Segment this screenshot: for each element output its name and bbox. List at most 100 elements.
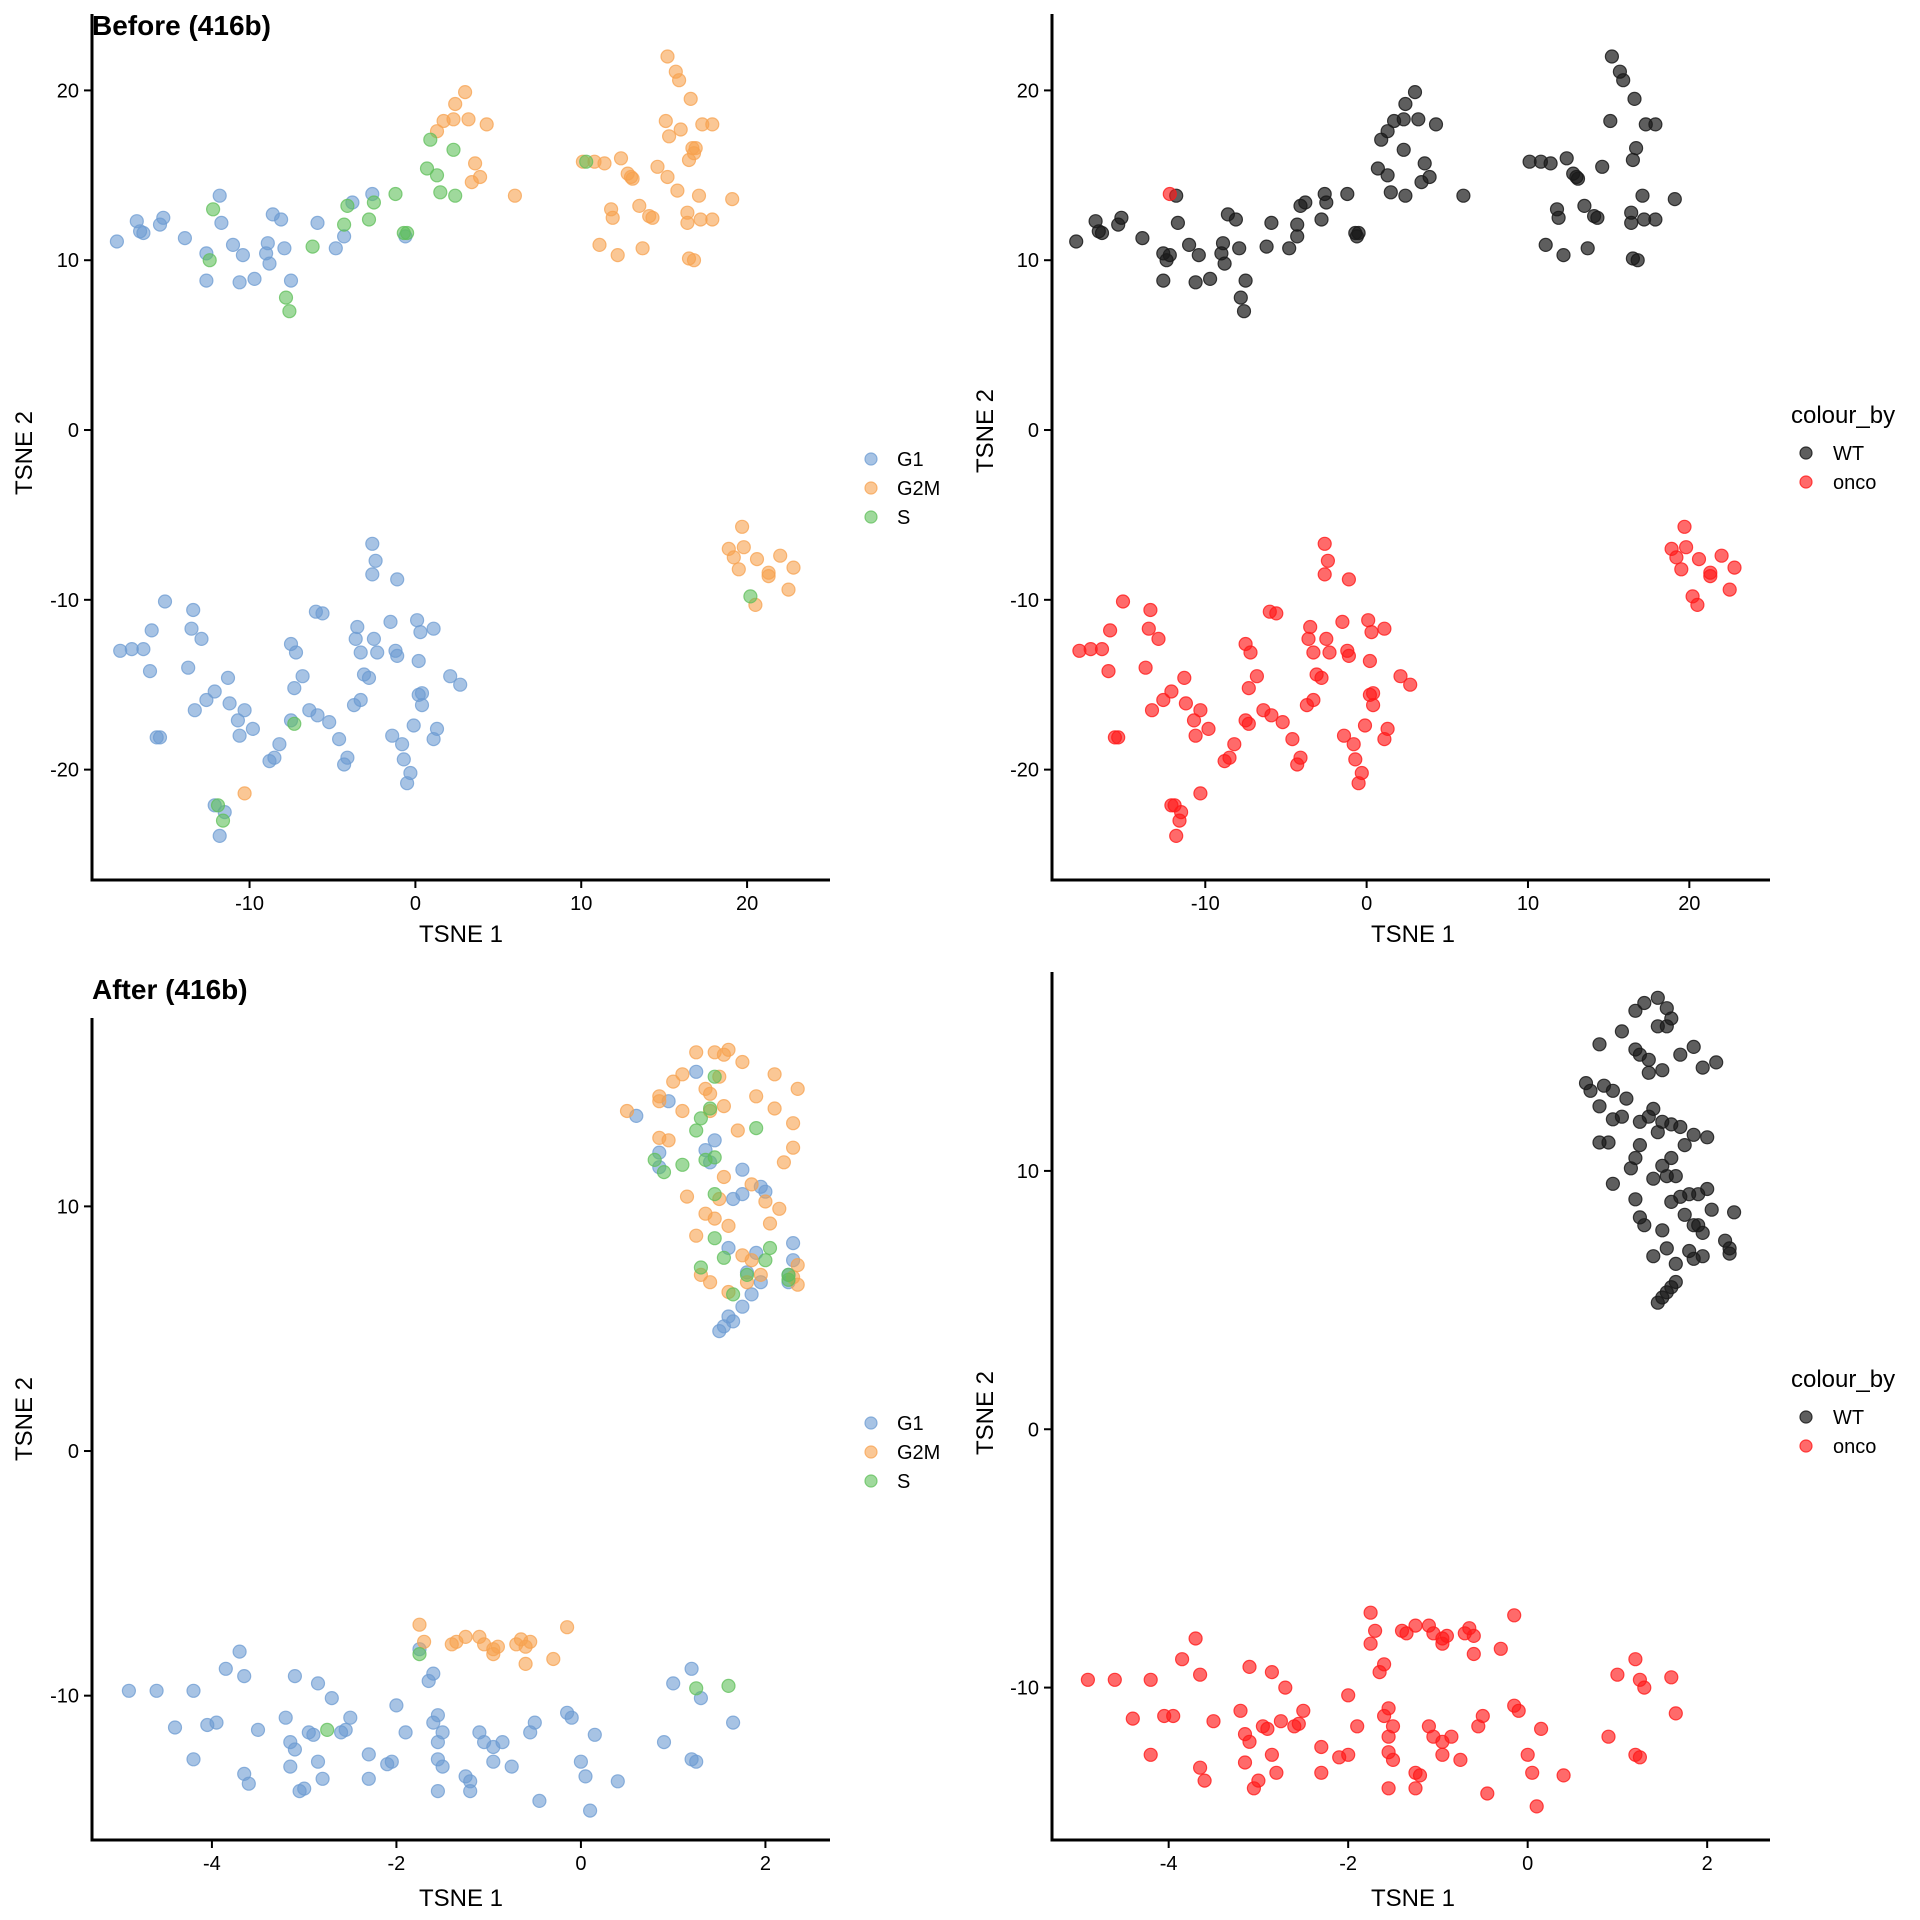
data-point-g1 bbox=[283, 273, 299, 288]
data-point-onco bbox=[1162, 186, 1177, 202]
data-point-onco bbox=[1320, 553, 1336, 568]
data-point-onco bbox=[1714, 548, 1729, 563]
data-point-onco bbox=[1435, 1747, 1450, 1762]
data-point-onco bbox=[1111, 730, 1126, 745]
data-point-g2m bbox=[776, 1155, 792, 1170]
data-point-g2m bbox=[468, 156, 483, 171]
data-point-onco bbox=[1376, 1657, 1392, 1672]
data-point-onco bbox=[1193, 703, 1208, 718]
data-point-wt bbox=[1456, 188, 1471, 203]
data-point-g1 bbox=[194, 631, 209, 647]
data-point-g1 bbox=[209, 1715, 224, 1730]
data-point-g2m bbox=[675, 1103, 690, 1119]
axes: -10 0 10 20 20 10 0 -10 -20 bbox=[50, 14, 830, 915]
data-point-g1 bbox=[295, 669, 310, 684]
data-point-onco bbox=[1727, 560, 1742, 575]
data-point-g1 bbox=[237, 1668, 252, 1684]
data-point-s bbox=[215, 813, 231, 828]
data-point-onco bbox=[1285, 731, 1300, 747]
data-point-g2m bbox=[675, 1067, 690, 1082]
data-point-g2m bbox=[417, 1634, 432, 1649]
data-point-g1 bbox=[156, 210, 171, 225]
data-point-onco bbox=[1269, 606, 1284, 621]
data-point-g2m bbox=[702, 1275, 718, 1290]
data-point-wt bbox=[1114, 210, 1129, 225]
data-point-wt bbox=[1290, 217, 1305, 232]
data-point-g1 bbox=[414, 697, 430, 713]
data-point-g1 bbox=[218, 1661, 233, 1676]
data-point-onco bbox=[1143, 1747, 1158, 1762]
data-point-s bbox=[412, 1646, 427, 1662]
data-point-wt bbox=[1709, 1055, 1724, 1070]
data-point-wt bbox=[1569, 169, 1584, 185]
data-point-wt bbox=[1551, 210, 1566, 225]
data-point-onco bbox=[1156, 692, 1171, 708]
data-point-s bbox=[337, 217, 352, 232]
data-point-onco bbox=[1664, 541, 1679, 557]
data-point-wt bbox=[1700, 1181, 1715, 1197]
data-point-wt bbox=[1417, 156, 1432, 171]
data-point-g1 bbox=[149, 1683, 164, 1698]
data-point-s bbox=[716, 1250, 732, 1265]
data-point-g1 bbox=[287, 1742, 302, 1757]
data-point-g2m bbox=[707, 1211, 722, 1226]
data-point-g1 bbox=[212, 828, 227, 844]
data-point-g1 bbox=[430, 1783, 445, 1799]
data-point-g2m bbox=[518, 1656, 533, 1672]
data-point-onco bbox=[1178, 696, 1194, 711]
data-point-wt bbox=[1673, 1189, 1688, 1204]
data-point-g1 bbox=[322, 714, 337, 730]
data-point-g2m bbox=[705, 212, 720, 227]
data-point-onco bbox=[1177, 670, 1192, 686]
data-point-g2m bbox=[781, 582, 796, 597]
data-point-onco bbox=[1363, 1605, 1378, 1620]
data-point-wt bbox=[1619, 1091, 1634, 1106]
data-point-s bbox=[287, 716, 302, 731]
data-point-g1 bbox=[366, 631, 381, 647]
data-point-onco bbox=[1306, 645, 1321, 660]
data-point-onco bbox=[1143, 1672, 1158, 1687]
data-point-g2m bbox=[691, 188, 707, 203]
data-point-onco bbox=[1403, 677, 1418, 692]
data-point-g2m bbox=[237, 786, 252, 801]
data-point-g1 bbox=[283, 1759, 298, 1774]
data-point-wt bbox=[1351, 225, 1366, 241]
data-point-wt bbox=[1238, 273, 1253, 288]
data-point-g1 bbox=[222, 696, 237, 711]
y-tick-label: 20 bbox=[1017, 80, 1039, 102]
data-point-onco bbox=[1453, 1752, 1468, 1768]
data-point-wt bbox=[1614, 1024, 1630, 1039]
axes: -10 0 10 20 20 10 0 -10 -20 bbox=[1010, 14, 1770, 915]
data-point-onco bbox=[1435, 1636, 1450, 1651]
data-point-onco bbox=[1251, 1773, 1266, 1788]
data-point-s bbox=[361, 212, 377, 227]
data-point-g1 bbox=[410, 613, 425, 628]
data-point-wt bbox=[1616, 73, 1631, 88]
data-point-g1 bbox=[578, 1769, 593, 1784]
data-point-g1 bbox=[207, 684, 222, 699]
data-point-g1 bbox=[532, 1793, 547, 1809]
data-point-onco bbox=[1101, 663, 1116, 679]
data-point-g2m bbox=[507, 188, 523, 203]
data-point-s bbox=[675, 1157, 690, 1172]
data-point-onco bbox=[1444, 1729, 1459, 1744]
data-point-wt bbox=[1664, 1150, 1679, 1166]
data-point-g1 bbox=[272, 737, 287, 752]
data-point-wt bbox=[1625, 152, 1641, 168]
data-point-g2m bbox=[458, 84, 473, 100]
data-point-g2m bbox=[707, 1045, 722, 1060]
data-point-wt bbox=[1233, 290, 1248, 305]
data-point-s bbox=[423, 132, 438, 147]
legend-title: colour_by bbox=[1791, 1366, 1895, 1393]
data-point-wt bbox=[1592, 1037, 1607, 1052]
data-point-g1 bbox=[361, 1771, 376, 1786]
data-point-g1 bbox=[365, 536, 380, 551]
data-point-s bbox=[400, 225, 415, 241]
data-point-g1 bbox=[361, 1747, 376, 1762]
data-point-g1 bbox=[241, 1776, 256, 1791]
data-point-onco bbox=[1322, 645, 1337, 660]
data-point-onco bbox=[1385, 1752, 1401, 1768]
data-point-s bbox=[433, 185, 448, 200]
data-point-onco bbox=[1674, 562, 1689, 577]
data-point-onco bbox=[1269, 1765, 1284, 1780]
